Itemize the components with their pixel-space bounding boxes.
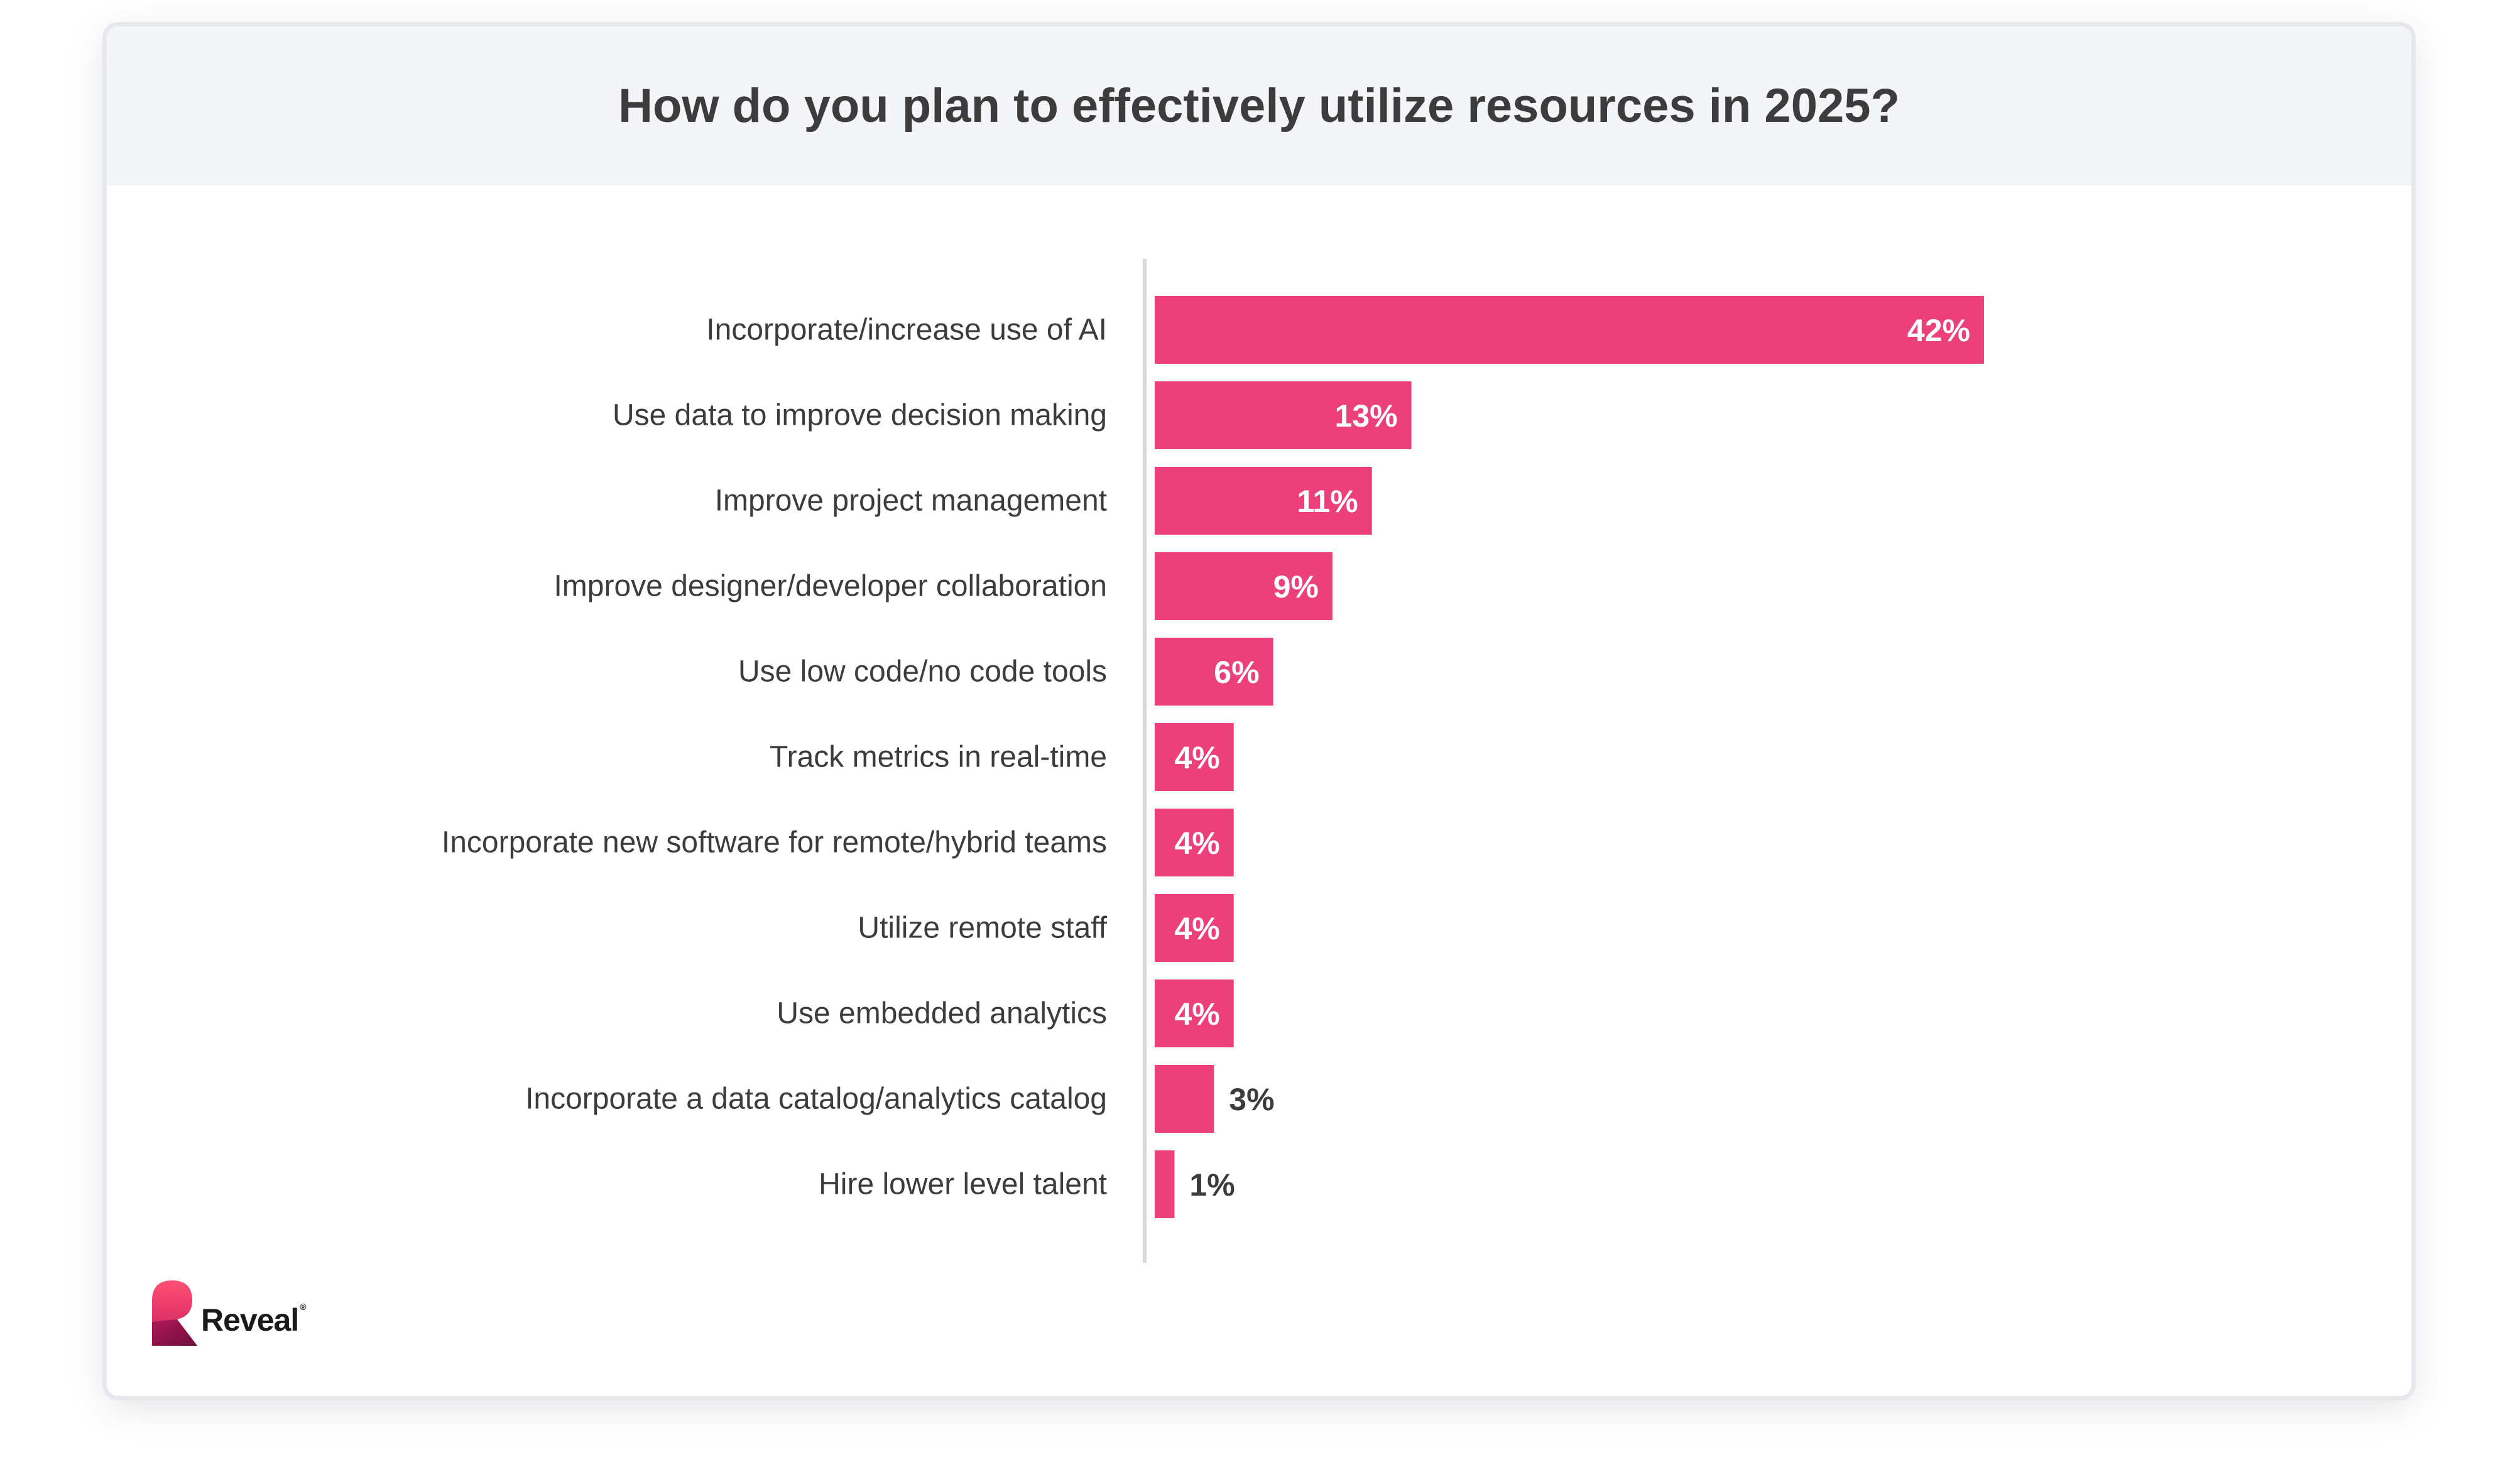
category-label: Hire lower level talent — [819, 1168, 1107, 1201]
category-label: Improve project management — [715, 484, 1107, 518]
bar — [1155, 467, 1372, 535]
bar — [1155, 381, 1412, 449]
value-label: 1% — [1189, 1167, 1235, 1203]
reveal-logo-icon — [152, 1280, 197, 1346]
category-label: Incorporate a data catalog/analytics cat… — [525, 1083, 1107, 1116]
bar — [1155, 723, 1234, 791]
chart-card: How do you plan to effectively utilize r… — [107, 26, 2411, 1396]
bar-row: Incorporate a data catalog/analytics cat… — [525, 1065, 1275, 1133]
value-label: 4% — [1174, 996, 1219, 1032]
bar — [1155, 979, 1234, 1047]
category-label: Use low code/no code tools — [738, 655, 1107, 689]
category-label: Incorporate new software for remote/hybr… — [442, 826, 1107, 859]
bar-row: Hire lower level talent 1% — [819, 1150, 1235, 1218]
category-label: Use embedded analytics — [777, 997, 1107, 1030]
category-label: Utilize remote staff — [858, 912, 1107, 945]
bar — [1155, 296, 1984, 364]
bar-row: Track metrics in real-time 4% — [770, 723, 1234, 791]
value-label: 4% — [1174, 740, 1219, 775]
value-label: 4% — [1174, 826, 1219, 861]
bar-row: Incorporate/increase use of AI 42% — [706, 296, 1984, 364]
bar-row: Incorporate new software for remote/hybr… — [442, 809, 1234, 876]
category-label: Track metrics in real-time — [770, 741, 1107, 774]
chart-header: How do you plan to effectively utilize r… — [107, 26, 2411, 185]
reveal-logo-text: Reveal ® — [201, 1302, 307, 1338]
reveal-logo: Reveal ® — [150, 1275, 307, 1351]
bar-row: Utilize remote staff 4% — [858, 894, 1234, 962]
value-label: 42% — [1907, 313, 1970, 348]
bar — [1155, 894, 1234, 962]
category-label: Incorporate/increase use of AI — [706, 314, 1107, 347]
value-label: 3% — [1229, 1082, 1274, 1117]
category-label: Use data to improve decision making — [613, 399, 1107, 432]
bar-row: Use data to improve decision making 13% — [613, 381, 1412, 449]
value-label: 6% — [1214, 655, 1259, 690]
bar-row: Improve designer/developer collaboration… — [553, 552, 1333, 620]
bar — [1155, 1150, 1175, 1218]
value-label: 4% — [1174, 911, 1219, 946]
chart-title: How do you plan to effectively utilize r… — [618, 79, 1900, 133]
bar — [1155, 552, 1333, 620]
value-label: 13% — [1334, 398, 1397, 434]
bar-row: Use low code/no code tools 6% — [738, 638, 1273, 706]
value-label: 11% — [1297, 484, 1358, 519]
value-label: 9% — [1273, 569, 1319, 604]
bar — [1155, 809, 1234, 876]
bar — [1155, 638, 1273, 706]
bar — [1155, 1065, 1214, 1133]
bar-row: Use embedded analytics 4% — [777, 979, 1234, 1047]
bar-row: Improve project management 11% — [715, 467, 1372, 535]
category-label: Improve designer/developer collaboration — [553, 570, 1107, 603]
